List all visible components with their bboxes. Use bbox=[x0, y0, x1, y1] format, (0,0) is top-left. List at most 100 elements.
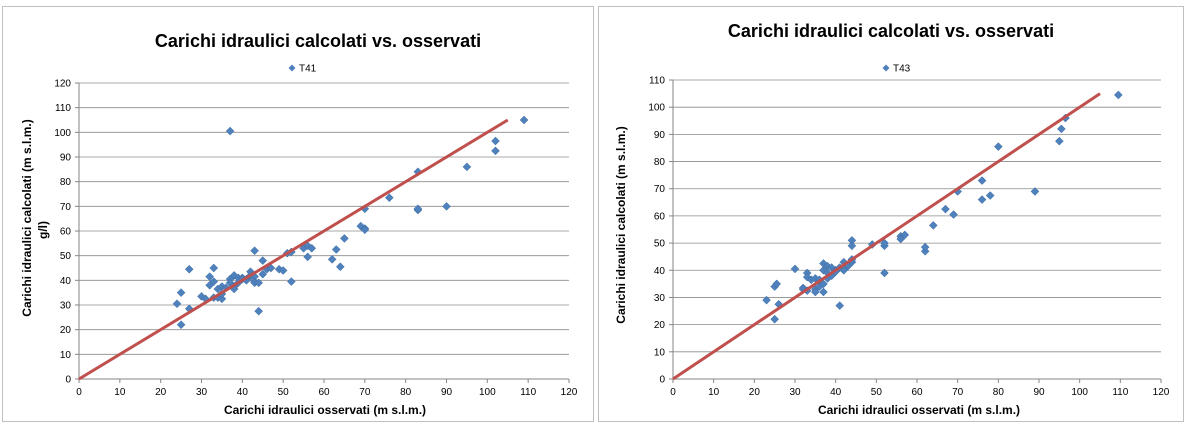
y-tick-label: 90 bbox=[60, 153, 72, 164]
y-tick-label: 70 bbox=[60, 202, 72, 213]
data-point bbox=[360, 225, 370, 235]
data-point bbox=[941, 204, 950, 214]
x-tick-label: 60 bbox=[318, 387, 330, 398]
y-tick-label: 50 bbox=[60, 251, 72, 262]
x-tick-label: 50 bbox=[278, 387, 290, 398]
data-point bbox=[772, 279, 782, 289]
data-point bbox=[254, 278, 264, 288]
data-point bbox=[491, 136, 500, 146]
data-point bbox=[340, 234, 349, 243]
data-point bbox=[327, 255, 337, 264]
data-point bbox=[225, 126, 235, 136]
y-tick-label: 0 bbox=[659, 375, 665, 386]
data-point bbox=[258, 269, 268, 279]
y-tick-label: 100 bbox=[648, 103, 665, 114]
x-tick-label: 40 bbox=[237, 387, 249, 398]
data-point bbox=[977, 176, 987, 185]
y-tick-label: 30 bbox=[654, 293, 666, 304]
data-point bbox=[880, 268, 889, 278]
y-tick-label: 110 bbox=[55, 103, 71, 114]
x-tick-label: 80 bbox=[400, 387, 412, 398]
x-tick-label: 30 bbox=[196, 387, 208, 398]
data-point bbox=[985, 191, 995, 200]
data-point bbox=[286, 277, 296, 286]
y-tick-label: 20 bbox=[654, 320, 666, 331]
data-point bbox=[250, 246, 259, 256]
legend-marker bbox=[288, 64, 296, 72]
x-tick-label: 10 bbox=[114, 387, 126, 398]
y-tick-label: 80 bbox=[654, 157, 666, 168]
data-point bbox=[172, 299, 182, 309]
chart-t43: Carichi idraulici calcolati vs. osservat… bbox=[598, 6, 1184, 422]
data-point bbox=[949, 210, 958, 219]
data-point bbox=[1057, 124, 1066, 134]
data-point bbox=[184, 264, 194, 274]
y-tick-label: 30 bbox=[60, 301, 72, 312]
x-tick-label: 70 bbox=[359, 387, 371, 398]
data-point bbox=[303, 252, 313, 262]
data-point bbox=[254, 306, 264, 316]
x-tick-label: 30 bbox=[789, 387, 801, 398]
data-point bbox=[790, 264, 800, 274]
legend-label: T43 bbox=[893, 64, 911, 75]
data-point bbox=[176, 320, 186, 330]
chart-title: Carichi idraulici calcolati vs. osservat… bbox=[728, 21, 1054, 41]
data-point bbox=[307, 243, 317, 253]
x-tick-label: 120 bbox=[561, 387, 578, 398]
x-tick-label: 60 bbox=[911, 387, 923, 398]
data-point bbox=[335, 262, 345, 272]
plot-area: 0 10 20 30 40 50 60 70 80 90 100 110 120 0 10 20 30 40 50 6… bbox=[54, 79, 577, 399]
x-tick-label: 90 bbox=[441, 387, 453, 398]
data-point bbox=[880, 238, 889, 248]
plot-area: 0 10 20 30 40 50 60 70 80 90 100 110 0 10 20 30 40 50 60 70… bbox=[648, 76, 1169, 399]
data-point bbox=[331, 245, 341, 254]
data-point bbox=[209, 263, 219, 273]
y-tick-label: 0 bbox=[65, 375, 71, 386]
y-tick-label: 40 bbox=[654, 266, 666, 277]
x-axis-label: Carichi idraulici osservati (m s.l.m.) bbox=[818, 403, 1020, 417]
data-point bbox=[993, 142, 1003, 151]
y-axis-label-extra: g/l) bbox=[36, 221, 50, 239]
y-tick-label: 60 bbox=[60, 227, 72, 238]
x-tick-label: 40 bbox=[830, 387, 842, 398]
data-point bbox=[835, 301, 845, 310]
data-point bbox=[217, 294, 227, 304]
x-tick-label: 50 bbox=[871, 387, 883, 398]
data-point bbox=[977, 195, 987, 204]
data-point bbox=[278, 266, 288, 275]
y-tick-label: 20 bbox=[60, 325, 72, 336]
data-point bbox=[819, 287, 828, 297]
x-tick-label: 20 bbox=[749, 387, 761, 398]
data-point bbox=[519, 115, 529, 125]
data-point bbox=[442, 201, 451, 211]
legend-label: T41 bbox=[299, 64, 317, 75]
y-tick-label: 80 bbox=[60, 177, 72, 188]
y-tick-label: 40 bbox=[60, 276, 72, 287]
data-point bbox=[810, 287, 820, 297]
y-tick-label: 50 bbox=[654, 239, 666, 250]
y-tick-label: 110 bbox=[649, 76, 665, 87]
x-tick-label: 80 bbox=[993, 387, 1005, 398]
chart-t43-svg: Carichi idraulici calcolati vs. osservat… bbox=[614, 21, 1170, 417]
x-tick-label: 100 bbox=[479, 387, 496, 398]
data-point bbox=[770, 314, 780, 324]
data-point bbox=[258, 256, 268, 265]
y-tick-label: 60 bbox=[654, 211, 666, 222]
data-point bbox=[209, 277, 219, 286]
x-tick-label: 0 bbox=[670, 387, 676, 398]
data-point bbox=[1030, 187, 1040, 196]
y-tick-label: 10 bbox=[60, 350, 72, 361]
y-axis-label: Carichi idraulici calcolati (m s.l.m.) bbox=[614, 126, 628, 323]
y-tick-label: 100 bbox=[54, 128, 71, 139]
x-tick-label: 110 bbox=[520, 387, 536, 398]
data-point bbox=[762, 295, 771, 305]
data-point bbox=[1113, 90, 1123, 100]
y-tick-label: 90 bbox=[654, 130, 666, 141]
x-axis-label: Carichi idraulici osservati (m s.l.m.) bbox=[224, 403, 426, 417]
data-point bbox=[462, 162, 472, 172]
data-point bbox=[1054, 136, 1064, 146]
data-point bbox=[928, 221, 938, 230]
y-axis-label: Carichi idraulici calcolati (m s.l.m.) bbox=[20, 119, 34, 316]
x-tick-label: 90 bbox=[1033, 387, 1045, 398]
chart-t41: Carichi idraulici calcolati vs. osservat… bbox=[2, 6, 594, 422]
